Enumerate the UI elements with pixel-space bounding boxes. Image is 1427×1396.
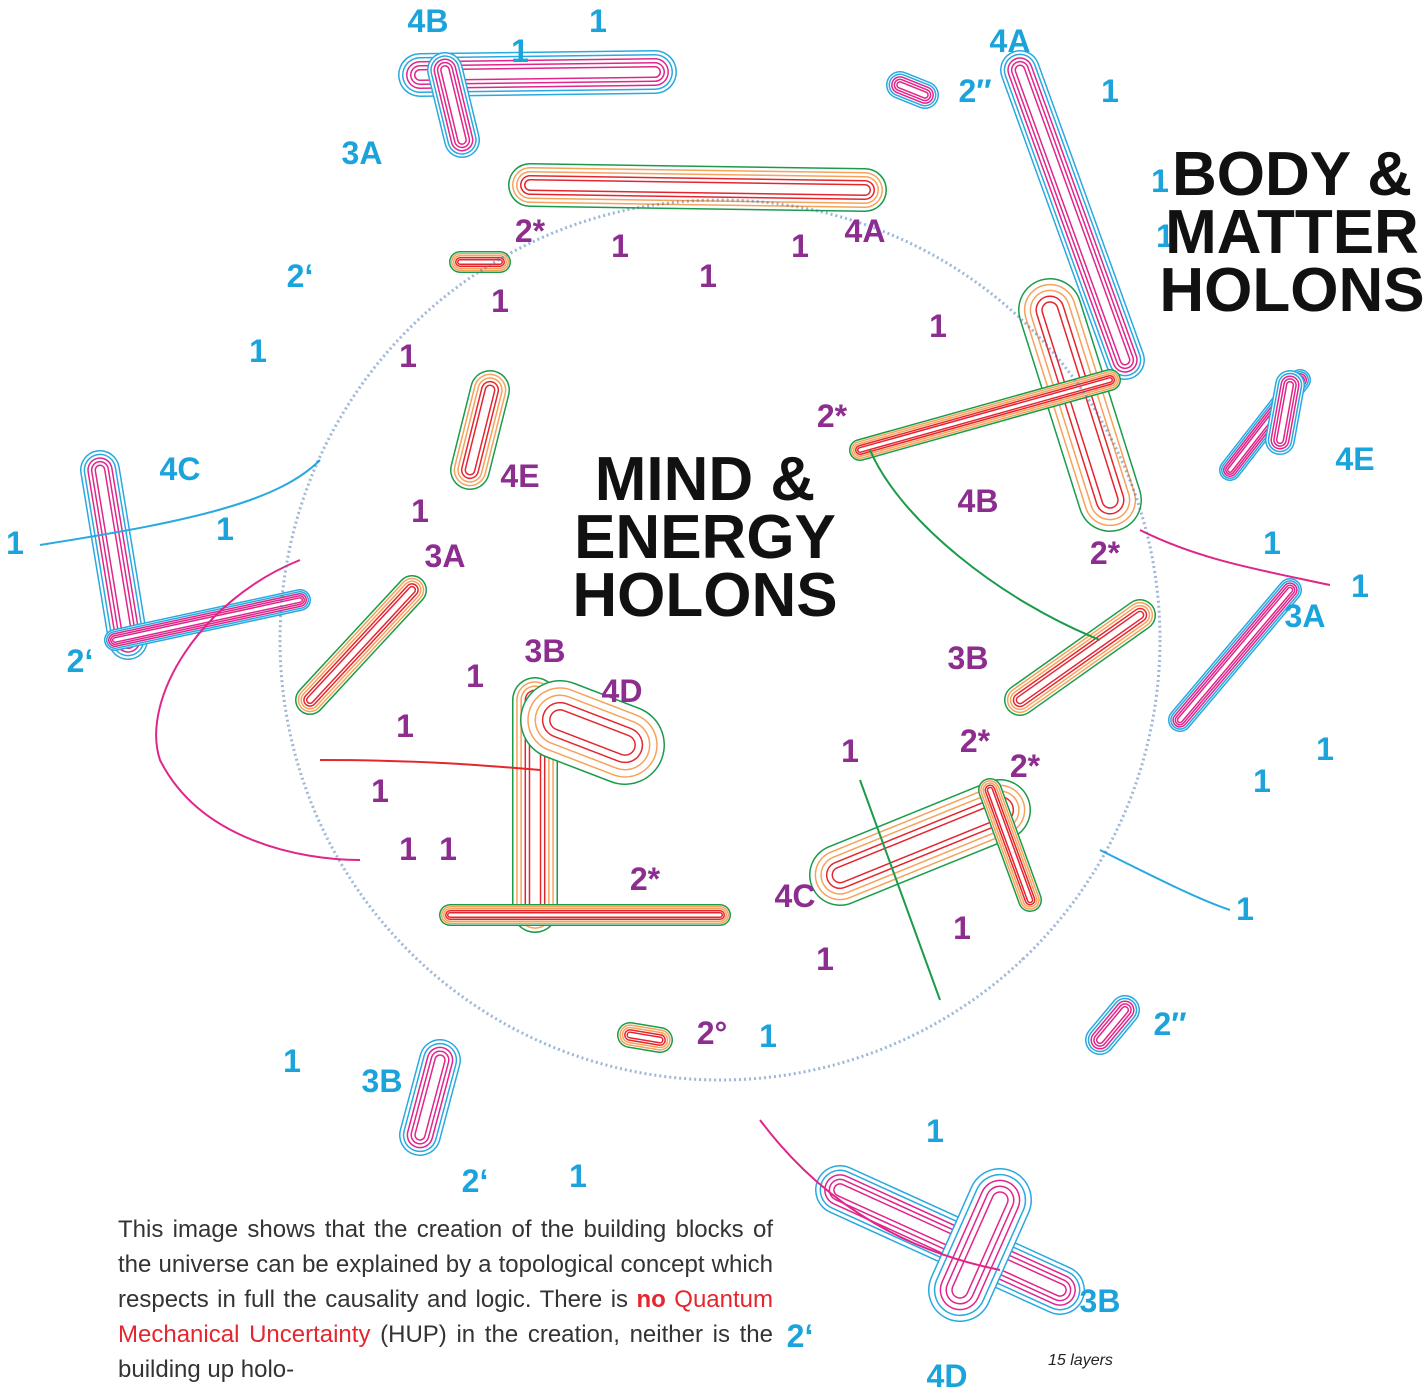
holon-label: 4A <box>845 213 886 249</box>
caption: This image shows that the creation of th… <box>118 1212 773 1387</box>
holon-label: 1 <box>1316 731 1334 767</box>
holon-label: 4E <box>1335 441 1374 477</box>
holon-label: 3A <box>425 538 466 574</box>
title-line: HOLONS <box>1159 256 1424 325</box>
holon-label: 2″ <box>958 73 991 109</box>
loop-gap <box>1020 615 1140 700</box>
holon-label: 4E <box>500 458 539 494</box>
title-line: HOLONS <box>572 561 837 630</box>
caption-emphasis: no <box>637 1286 666 1313</box>
holon-label: 1 <box>611 228 629 264</box>
thread <box>1140 530 1330 585</box>
holon-label: 2‘ <box>462 1163 489 1199</box>
diagram: 4B113A4A12″112‘14C112‘4E113A1112″13B2‘11… <box>0 0 1427 1396</box>
loop-gap <box>1180 590 1290 720</box>
holon-label: 4D <box>602 673 643 709</box>
holon-label: 4D <box>927 1358 968 1394</box>
holon-label: 1 <box>411 493 429 529</box>
holon-label: 2° <box>697 1015 728 1051</box>
holon-label: 1 <box>791 228 809 264</box>
holon-loops <box>40 70 1330 1290</box>
holon-label: 1 <box>216 511 234 547</box>
holon-label: 4B <box>408 3 449 39</box>
holon-label: 1 <box>399 338 417 374</box>
holon-label: 1 <box>699 258 717 294</box>
holon-label: 1 <box>953 910 971 946</box>
holon-label: 4C <box>160 451 201 487</box>
holon-label: 1 <box>396 708 414 744</box>
holon-label: 2″ <box>1153 1006 1186 1042</box>
holon-label: 1 <box>1151 163 1169 199</box>
holon-label: 4C <box>775 878 816 914</box>
holon-label: 2‘ <box>67 643 94 679</box>
holon-label: 1 <box>816 941 834 977</box>
holon-label: 3B <box>362 1063 403 1099</box>
holon-label: 2* <box>1010 748 1041 784</box>
holon-label: 3B <box>525 633 566 669</box>
holon-label: 2* <box>960 723 991 759</box>
holon-label: 1 <box>466 658 484 694</box>
holon-label: 1 <box>1101 73 1119 109</box>
holon-label: 1 <box>929 308 947 344</box>
holon-label: 2* <box>1090 535 1121 571</box>
thread <box>870 450 1100 640</box>
loop-gap <box>530 185 865 190</box>
holon-label: 2* <box>630 861 661 897</box>
holon-label: 3B <box>948 640 989 676</box>
loop-gap <box>310 590 412 700</box>
holon-label: 1 <box>511 33 529 69</box>
holon-label: 1 <box>1351 568 1369 604</box>
holon-label: 2* <box>817 398 848 434</box>
holon-label: 2‘ <box>787 1318 814 1354</box>
holon-label: 2* <box>515 213 546 249</box>
holon-label: 4B <box>958 483 999 519</box>
holon-label: 1 <box>1236 891 1254 927</box>
holon-label: 1 <box>759 1018 777 1054</box>
holon-diagram: 4B113A4A12″112‘14C112‘4E113A1112″13B2‘11… <box>0 0 1427 1396</box>
holon-label: 3A <box>1285 598 1326 634</box>
holon-label: 3B <box>1080 1283 1121 1319</box>
thread <box>320 760 540 770</box>
holon-label: 1 <box>249 333 267 369</box>
holon-label: 1 <box>841 733 859 769</box>
holon-label: 1 <box>283 1043 301 1079</box>
holon-label: 1 <box>1263 525 1281 561</box>
holon-label: 2‘ <box>287 258 314 294</box>
thread <box>1100 850 1230 910</box>
holon-label: 1 <box>6 525 24 561</box>
holon-label: 1 <box>399 831 417 867</box>
holon-label: 4A <box>990 23 1031 59</box>
holon-label: 1 <box>371 773 389 809</box>
holon-label: 3A <box>342 135 383 171</box>
holon-label: 1 <box>1253 763 1271 799</box>
holon-label: 1 <box>491 283 509 319</box>
layers-note: 15 layers <box>1048 1352 1113 1369</box>
holon-label: 1 <box>926 1113 944 1149</box>
holon-label: 1 <box>439 831 457 867</box>
holon-label: 1 <box>569 1158 587 1194</box>
holon-label: 1 <box>589 3 607 39</box>
